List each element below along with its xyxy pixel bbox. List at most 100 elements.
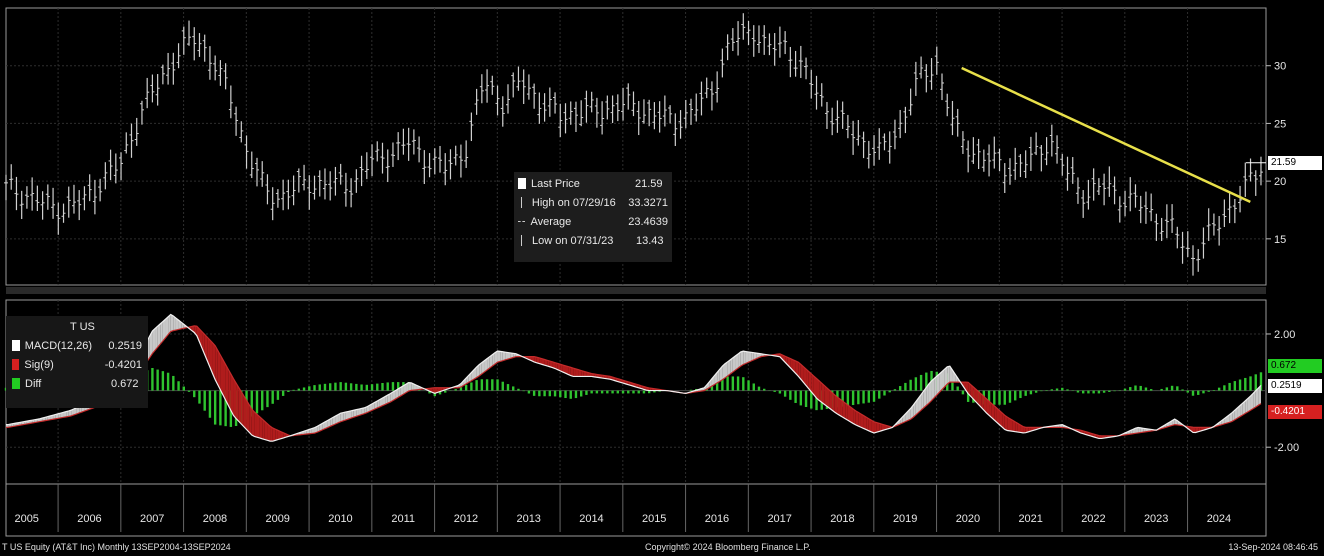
macd-signal-ribbon (879, 423, 882, 432)
macd-signal-ribbon (228, 369, 231, 411)
macd-signal-ribbon (850, 407, 854, 424)
macd-signal-ribbon (162, 319, 166, 341)
macd-signal-ribbon (722, 363, 725, 380)
macd-signal-ribbon (1247, 396, 1251, 412)
macd-signal-ribbon (233, 378, 237, 419)
macd-signal-ribbon (264, 421, 268, 441)
macd-signal-ribbon (581, 370, 584, 377)
macd-signal-ribbon (259, 416, 263, 439)
macd-signal-ribbon (908, 408, 911, 421)
macd-signal-ribbon (743, 351, 746, 365)
macd-signal-ribbon (557, 363, 561, 371)
legend-item-macd: MACD(12,26) 0.2519 (12, 336, 142, 355)
diff-value-tag: 0.672 (1268, 358, 1322, 373)
macd-signal-ribbon (1009, 418, 1013, 432)
macd-signal-ribbon (220, 355, 224, 396)
macd-signal-ribbon (560, 364, 563, 373)
macd-signal-ribbon (474, 367, 477, 380)
macd-signal-ribbon (60, 412, 64, 418)
macd-signal-ribbon (738, 351, 741, 369)
legend-value: 33.3271 (628, 196, 668, 209)
macd-signal-ribbon (76, 406, 80, 414)
macd-signal-ribbon (578, 369, 582, 377)
macd-signal-ribbon (934, 376, 937, 398)
macd-signal-ribbon (256, 414, 260, 438)
macd-signal-ribbon (385, 395, 388, 405)
macd-signal-ribbon (868, 418, 872, 432)
macd-signal-ribbon (724, 361, 728, 378)
legend-label: Diff (25, 377, 42, 390)
x-tick-label: 2020 (956, 513, 980, 525)
macd-signal-ribbon (968, 382, 971, 397)
macd-signal-ribbon (175, 318, 179, 331)
legend-value: 21.59 (635, 177, 663, 190)
macd-signal-ribbon (832, 392, 835, 413)
macd-signal-ribbon (845, 403, 848, 421)
legend-item-diff: Diff 0.672 (12, 374, 142, 393)
macd-signal-ribbon (853, 408, 856, 425)
macd-signal-ribbon (970, 384, 974, 400)
macd-signal-ribbon (782, 355, 786, 363)
macd-signal-ribbon (168, 314, 171, 335)
macd-signal-ribbon (947, 366, 950, 385)
macd-signal-ribbon (863, 415, 867, 430)
footer-copyright: Copyright© 2024 Bloomberg Finance L.P. (645, 542, 811, 552)
macd-signal-ribbon (921, 391, 924, 411)
macd-signal-ribbon (1138, 427, 1141, 433)
macd-legend-title: T US (70, 321, 95, 333)
macd-signal-ribbon (975, 389, 979, 405)
macd-signal-ribbon (944, 366, 948, 387)
macd-value-tag: 0.2519 (1268, 379, 1322, 394)
average-marker-icon (518, 221, 526, 222)
macd-signal-ribbon (382, 396, 386, 406)
x-axis-band (5, 483, 1267, 537)
chart-frame (5, 7, 1267, 537)
macd-signal-ribbon (881, 424, 885, 431)
macd-signal-ribbon (1193, 427, 1196, 433)
macd-signal-ribbon (928, 380, 932, 404)
legend-value: 23.4639 (628, 215, 668, 228)
macd-signal-ribbon (497, 350, 501, 363)
macd-signal-ribbon (487, 356, 490, 370)
macd-signal-ribbon (1232, 410, 1235, 422)
macd-signal-ribbon (212, 342, 216, 380)
macd-signal-ribbon (392, 390, 396, 401)
macd-signal-ribbon (403, 384, 407, 395)
macd-signal-ribbon (369, 403, 373, 412)
macd-signal-ribbon (1234, 407, 1238, 420)
macd-signal-ribbon (377, 399, 380, 408)
macd-signal-ribbon (225, 364, 229, 406)
macd-signal-ribbon (837, 397, 841, 416)
macd-signal-ribbon (1020, 424, 1024, 433)
macd-signal-ribbon (834, 395, 838, 414)
last-price-swatch (518, 178, 526, 189)
macd-signal-ribbon (53, 414, 56, 420)
legend-item-last-price: Last Price 21.59 (518, 174, 668, 193)
macd-signal-ribbon (709, 378, 712, 388)
legend-label: MACD(12,26) (24, 339, 92, 352)
legend-label: Low on 07/31/23 (532, 234, 614, 247)
macd-signal-ribbon (73, 407, 77, 415)
macd-signal-ribbon (262, 419, 265, 440)
macd-signal-ribbon (311, 427, 315, 434)
price-panel-border (5, 7, 1267, 286)
macd-signal-ribbon (494, 350, 498, 365)
macd-signal-ribbon (223, 359, 226, 401)
macd-signal-ribbon (58, 413, 61, 419)
macd-signal-ribbon (842, 401, 846, 419)
macd-signal-ribbon (63, 411, 67, 418)
macd-signal-ribbon (1135, 427, 1139, 434)
macd-signal-ribbon (910, 405, 914, 420)
macd-signal-ribbon (353, 409, 357, 418)
macd-signal-ribbon (753, 352, 757, 360)
x-tick-label: 2023 (1144, 513, 1168, 525)
macd-signal-ribbon (942, 369, 945, 390)
legend-label: Sig(9) (24, 358, 54, 371)
macd-signal-ribbon (390, 392, 393, 403)
macd-signal-ribbon (811, 373, 814, 395)
high-marker-icon (521, 197, 523, 208)
x-tick-label: 2012 (454, 513, 478, 525)
x-tick-label: 2024 (1207, 513, 1231, 525)
macd-signal-ribbon (476, 364, 480, 378)
macd-signal-ribbon (847, 405, 851, 422)
